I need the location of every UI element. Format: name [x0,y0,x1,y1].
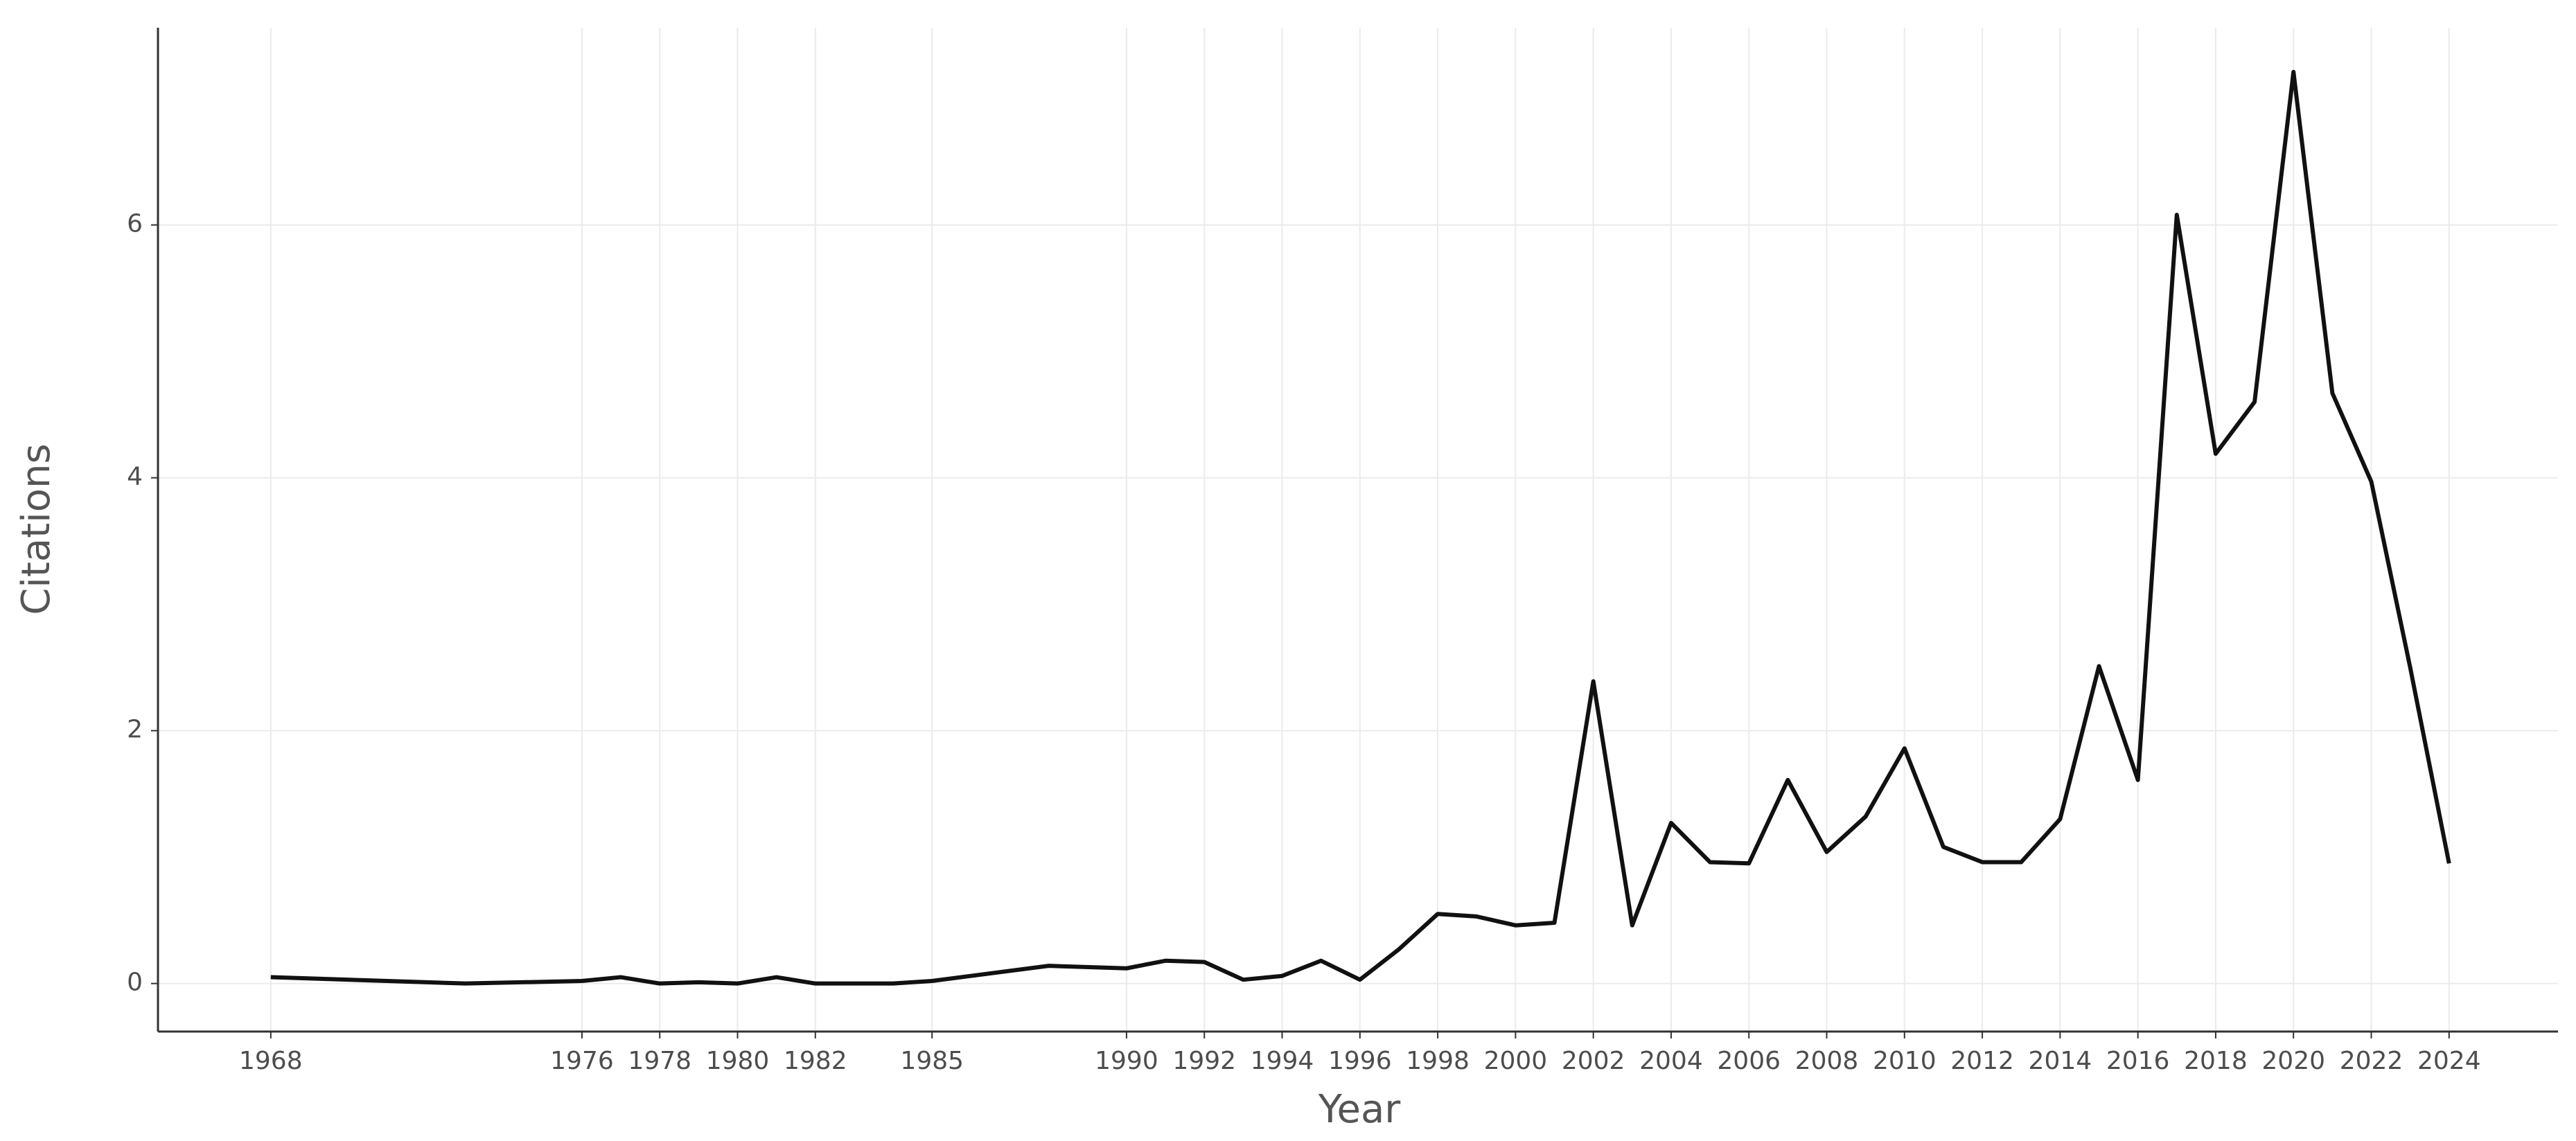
y-axis-title: Citations [14,443,59,614]
y-tick-label: 4 [127,463,143,491]
x-tick-label: 2014 [2029,1047,2092,1075]
x-tick-label: 1968 [239,1047,303,1075]
x-tick-label: 1985 [900,1047,964,1075]
x-tick-label: 2002 [1562,1047,1625,1075]
x-tick-label: 1980 [706,1047,770,1075]
x-axis-title: Year [1318,1087,1402,1132]
y-tick-label: 6 [127,210,143,238]
x-tick-label: 2020 [2261,1047,2325,1075]
x-tick-label: 1998 [1406,1047,1470,1075]
x-tick-label: 2022 [2340,1047,2403,1075]
x-tick-label: 2018 [2184,1047,2248,1075]
data-line [270,69,2451,986]
x-tick-label: 1982 [784,1047,847,1075]
x-tick-label: 2010 [1873,1047,1937,1075]
x-tick-label: 2024 [2417,1047,2481,1075]
y-tick-label: 0 [127,968,143,997]
x-tick-label: 1990 [1095,1047,1158,1075]
x-tick-label: 2008 [1795,1047,1859,1075]
x-tick-label: 2012 [1950,1047,2014,1075]
x-tick-label: 1978 [628,1047,691,1075]
x-tick-label: 2000 [1484,1047,1548,1075]
x-tick-label: 2006 [1717,1047,1781,1075]
x-tick-label: 1994 [1251,1047,1314,1075]
x-tick-label: 1992 [1172,1047,1236,1075]
x-tick-label: 2016 [2106,1047,2170,1075]
x-tick-label: 1996 [1328,1047,1392,1075]
x-tick-label: 2004 [1639,1047,1703,1075]
x-tick-label: 1976 [550,1047,614,1075]
y-tick-label: 2 [127,716,143,744]
